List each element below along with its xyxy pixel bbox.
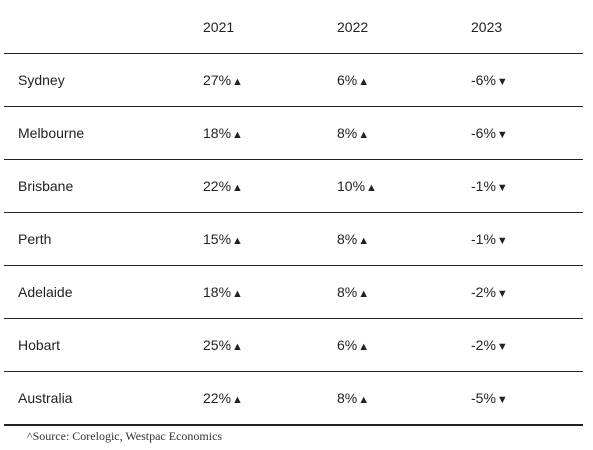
value-cell-2021: 18%▲ bbox=[189, 106, 323, 160]
source-note: ^Source: Corelogic, Westpac Economics bbox=[27, 429, 223, 443]
down-arrow-icon: ▼ bbox=[496, 341, 508, 353]
table-row: Sydney 27%▲ 6%▲ -6%▼ bbox=[4, 53, 583, 107]
value-cell-2021: 27%▲ bbox=[189, 53, 323, 107]
growth-value: 8% bbox=[337, 125, 358, 141]
growth-value: 15% bbox=[203, 231, 232, 247]
up-arrow-icon: ▲ bbox=[232, 182, 243, 194]
value-cell-2022: 8%▲ bbox=[323, 371, 457, 426]
up-arrow-icon: ▲ bbox=[358, 129, 370, 141]
growth-value: 18% bbox=[203, 284, 232, 300]
value-cell-2021: 18%▲ bbox=[189, 265, 323, 319]
down-arrow-icon: ▼ bbox=[496, 129, 508, 141]
row-city-label: Hobart bbox=[4, 318, 189, 372]
down-arrow-icon: ▼ bbox=[496, 288, 508, 300]
value-cell-2022: 10%▲ bbox=[323, 159, 457, 213]
table-row: Brisbane 22%▲ 10%▲ -1%▼ bbox=[4, 159, 583, 213]
growth-value: 8% bbox=[337, 284, 358, 300]
value-cell-2021: 22%▲ bbox=[189, 371, 323, 426]
row-city-label: Perth bbox=[4, 212, 189, 266]
row-city-label: Melbourne bbox=[4, 106, 189, 160]
value-cell-2023: -2%▼ bbox=[457, 265, 583, 319]
value-cell-2022: 8%▲ bbox=[323, 212, 457, 266]
row-city-label: Brisbane bbox=[4, 159, 189, 213]
up-arrow-icon: ▲ bbox=[232, 76, 243, 88]
value-cell-2021: 15%▲ bbox=[189, 212, 323, 266]
down-arrow-icon: ▼ bbox=[496, 394, 508, 406]
up-arrow-icon: ▲ bbox=[358, 341, 370, 353]
growth-value: 8% bbox=[337, 390, 358, 406]
up-arrow-icon: ▲ bbox=[232, 235, 243, 247]
up-arrow-icon: ▲ bbox=[358, 76, 370, 88]
row-city-label: Adelaide bbox=[4, 265, 189, 319]
up-arrow-icon: ▲ bbox=[366, 182, 377, 194]
value-cell-2023: -1%▼ bbox=[457, 159, 583, 213]
table-body: Sydney 27%▲ 6%▲ -6%▼ Melbourne 18%▲ 8%▲ -6%▼ Bri… bbox=[4, 53, 583, 426]
growth-value: -6% bbox=[471, 125, 496, 141]
value-cell-2023: -1%▼ bbox=[457, 212, 583, 266]
up-arrow-icon: ▲ bbox=[358, 288, 370, 300]
value-cell-2023: -2%▼ bbox=[457, 318, 583, 372]
growth-value: -1% bbox=[471, 231, 496, 247]
value-cell-2023: -6%▼ bbox=[457, 106, 583, 160]
value-cell-2022: 6%▲ bbox=[323, 53, 457, 107]
down-arrow-icon: ▼ bbox=[496, 182, 508, 194]
growth-value: -2% bbox=[471, 337, 496, 353]
value-cell-2022: 8%▲ bbox=[323, 265, 457, 319]
table-row: Perth 15%▲ 8%▲ -1%▼ bbox=[4, 212, 583, 266]
growth-value: 8% bbox=[337, 231, 358, 247]
header-2021: 2021 bbox=[189, 0, 323, 54]
value-cell-2023: -6%▼ bbox=[457, 53, 583, 107]
growth-value: 22% bbox=[203, 390, 232, 406]
table-row: Hobart 25%▲ 6%▲ -2%▼ bbox=[4, 318, 583, 372]
header-2023: 2023 bbox=[457, 0, 583, 54]
value-cell-2021: 25%▲ bbox=[189, 318, 323, 372]
growth-value: 6% bbox=[337, 72, 358, 88]
value-cell-2023: -5%▼ bbox=[457, 371, 583, 426]
value-cell-2021: 22%▲ bbox=[189, 159, 323, 213]
growth-value: 10% bbox=[337, 178, 366, 194]
growth-value: 18% bbox=[203, 125, 232, 141]
value-cell-2022: 6%▲ bbox=[323, 318, 457, 372]
growth-value: 25% bbox=[203, 337, 232, 353]
header-city bbox=[4, 0, 189, 54]
table-row: Australia 22%▲ 8%▲ -5%▼ bbox=[4, 371, 583, 426]
down-arrow-icon: ▼ bbox=[496, 76, 508, 88]
price-growth-table-container: 2021 2022 2023 Sydney 27%▲ 6%▲ -6%▼ Melbourn… bbox=[4, 0, 583, 426]
up-arrow-icon: ▲ bbox=[232, 341, 243, 353]
row-city-label: Sydney bbox=[4, 53, 189, 107]
down-arrow-icon: ▼ bbox=[496, 235, 508, 247]
up-arrow-icon: ▲ bbox=[232, 394, 243, 406]
value-cell-2022: 8%▲ bbox=[323, 106, 457, 160]
growth-value: 22% bbox=[203, 178, 232, 194]
growth-value: -6% bbox=[471, 72, 496, 88]
table-row: Adelaide 18%▲ 8%▲ -2%▼ bbox=[4, 265, 583, 319]
up-arrow-icon: ▲ bbox=[232, 288, 243, 300]
growth-value: -1% bbox=[471, 178, 496, 194]
growth-value: 27% bbox=[203, 72, 232, 88]
up-arrow-icon: ▲ bbox=[358, 235, 370, 247]
table-row: Melbourne 18%▲ 8%▲ -6%▼ bbox=[4, 106, 583, 160]
header-2022: 2022 bbox=[323, 0, 457, 54]
up-arrow-icon: ▲ bbox=[232, 129, 243, 141]
price-growth-table: 2021 2022 2023 Sydney 27%▲ 6%▲ -6%▼ Melbourn… bbox=[4, 0, 583, 426]
growth-value: -2% bbox=[471, 284, 496, 300]
row-city-label: Australia bbox=[4, 371, 189, 426]
table-header-row: 2021 2022 2023 bbox=[4, 0, 583, 54]
up-arrow-icon: ▲ bbox=[358, 394, 370, 406]
growth-value: -5% bbox=[471, 390, 496, 406]
growth-value: 6% bbox=[337, 337, 358, 353]
